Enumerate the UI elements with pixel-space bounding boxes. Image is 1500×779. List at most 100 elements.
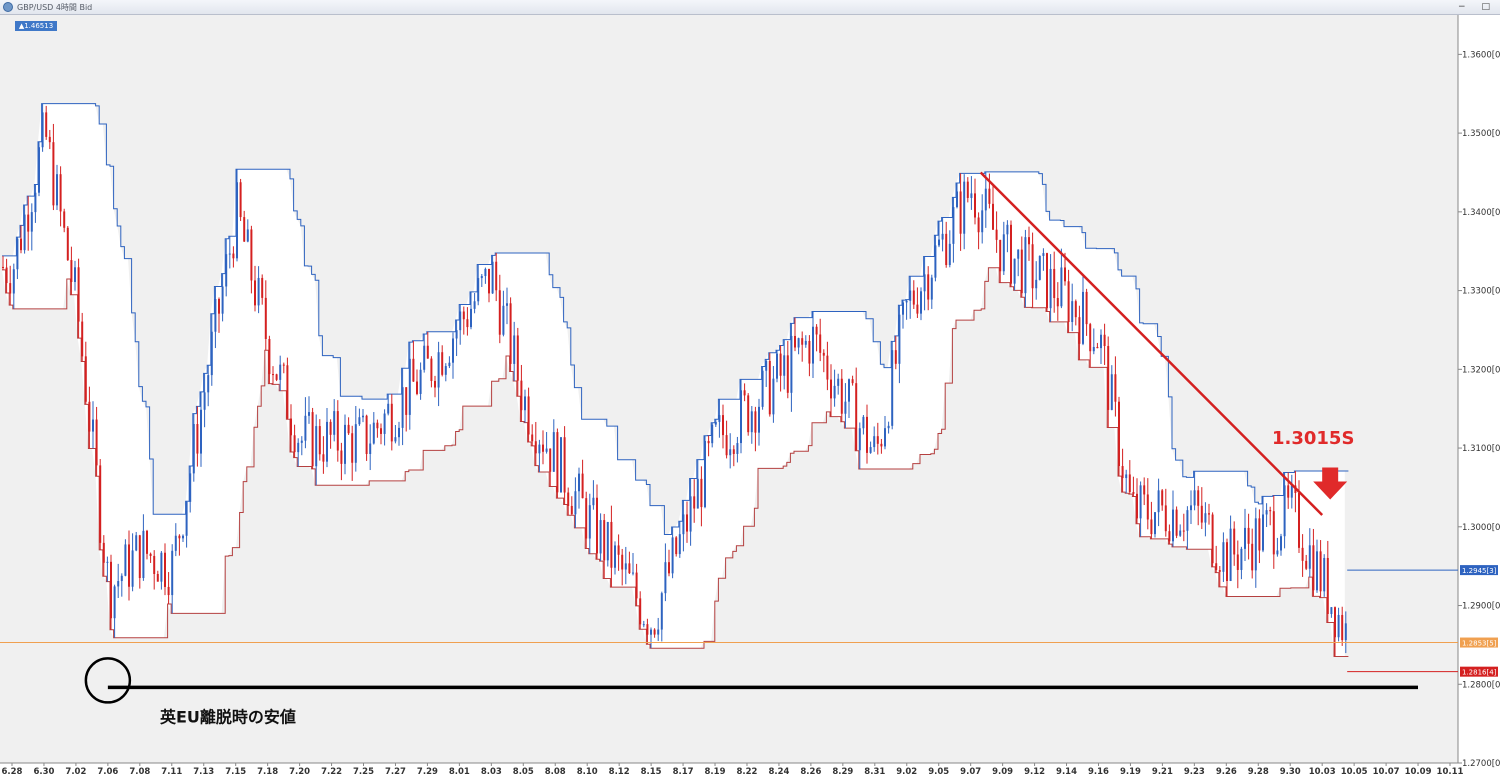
candle-body xyxy=(466,319,469,328)
candle-body xyxy=(1280,536,1282,551)
candle-body xyxy=(862,416,865,429)
y-tick-label: 1.3400[0] xyxy=(1462,208,1500,218)
candle-body xyxy=(866,416,868,453)
x-tick-label: 9.16 xyxy=(1088,767,1109,777)
candle-body xyxy=(1028,237,1030,245)
x-tick-label: 9.21 xyxy=(1152,767,1173,777)
candle-body xyxy=(801,338,804,345)
candle-body xyxy=(146,530,148,554)
candle-body xyxy=(1290,485,1293,498)
candle-body xyxy=(1035,279,1038,289)
candle-body xyxy=(484,268,487,277)
candle-body xyxy=(1128,474,1131,492)
candle-body xyxy=(470,308,472,328)
candle-body xyxy=(441,352,444,375)
candle-body xyxy=(405,387,408,415)
candle-body xyxy=(920,291,922,314)
candle-body xyxy=(804,340,807,345)
candle-body xyxy=(552,432,555,472)
candle-body xyxy=(966,181,969,198)
candle-body xyxy=(344,424,346,464)
candle-body xyxy=(718,415,721,422)
candle-body xyxy=(873,436,876,448)
candle-body xyxy=(20,238,22,251)
candle-body xyxy=(524,396,526,411)
x-tick-label: 8.01 xyxy=(449,767,470,777)
candle-body xyxy=(430,358,433,381)
candle-body xyxy=(1136,493,1138,519)
y-tick-label: 1.3200[0] xyxy=(1462,365,1500,375)
candle-body xyxy=(257,277,260,306)
candle-body xyxy=(282,364,285,366)
candle-body xyxy=(884,428,886,447)
x-tick-label: 9.26 xyxy=(1216,767,1237,777)
candle-body xyxy=(34,192,37,213)
price-label-box xyxy=(1460,637,1498,648)
candle-body xyxy=(214,299,217,332)
candle-body xyxy=(783,355,786,376)
candle-body xyxy=(336,411,339,451)
candle-body xyxy=(1193,490,1196,506)
candle-body xyxy=(1006,224,1009,235)
candle-body xyxy=(765,360,768,371)
candle-body xyxy=(822,352,825,356)
candle-body xyxy=(732,449,735,454)
candle-body xyxy=(304,415,307,441)
candle-body xyxy=(300,440,303,443)
candle-body xyxy=(207,375,210,393)
candle-body xyxy=(549,448,552,472)
candle-body xyxy=(1010,224,1012,284)
candle-body xyxy=(106,561,109,563)
candle-body xyxy=(452,338,454,363)
candle-body xyxy=(498,290,501,335)
candle-body xyxy=(239,182,242,218)
candle-body xyxy=(1060,267,1063,307)
candle-body xyxy=(844,401,847,414)
candle-body xyxy=(1265,510,1268,515)
candle-body xyxy=(365,415,368,455)
x-tick-label: 7.22 xyxy=(321,767,342,777)
candle-body xyxy=(131,550,134,587)
candle-body xyxy=(772,378,775,415)
x-tick-label: 9.28 xyxy=(1248,767,1269,777)
candle-body xyxy=(1337,614,1340,638)
candle-body xyxy=(192,424,195,474)
candle-body xyxy=(970,193,973,198)
candle-body xyxy=(9,283,12,294)
candle-body xyxy=(1276,550,1279,555)
candle-body xyxy=(41,112,44,148)
candle-body xyxy=(696,478,699,509)
candle-body xyxy=(38,147,40,193)
candle-body xyxy=(401,387,404,428)
downtrend-line xyxy=(979,171,1324,516)
candle-body xyxy=(743,390,746,396)
candle-body xyxy=(491,261,494,294)
candle-body xyxy=(434,380,436,388)
candle-body xyxy=(855,383,858,451)
candle-body xyxy=(714,421,717,425)
candle-body xyxy=(1186,510,1189,531)
candle-body xyxy=(1287,485,1290,498)
candle-body xyxy=(178,535,181,539)
candle-body xyxy=(315,426,318,467)
candle-body xyxy=(725,435,728,456)
candle-body xyxy=(30,212,33,232)
candle-body xyxy=(5,267,8,284)
candle-body xyxy=(596,497,598,554)
candle-body xyxy=(142,530,145,579)
candle-body xyxy=(167,586,170,596)
candle-body xyxy=(394,437,397,442)
candle-body xyxy=(869,447,872,453)
candle-body xyxy=(1182,530,1185,532)
minimize-button[interactable]: − xyxy=(1457,2,1466,12)
x-tick-label: 10.07 xyxy=(1373,767,1400,777)
candle-body xyxy=(297,442,300,453)
candle-body xyxy=(876,436,879,444)
candle-body xyxy=(117,581,120,587)
maximize-button[interactable]: □ xyxy=(1481,2,1490,12)
candle-body xyxy=(135,535,138,551)
candle-body xyxy=(887,425,890,429)
candle-body xyxy=(1312,545,1315,591)
candle-body xyxy=(794,335,796,348)
brexit-low-circle xyxy=(84,657,132,704)
